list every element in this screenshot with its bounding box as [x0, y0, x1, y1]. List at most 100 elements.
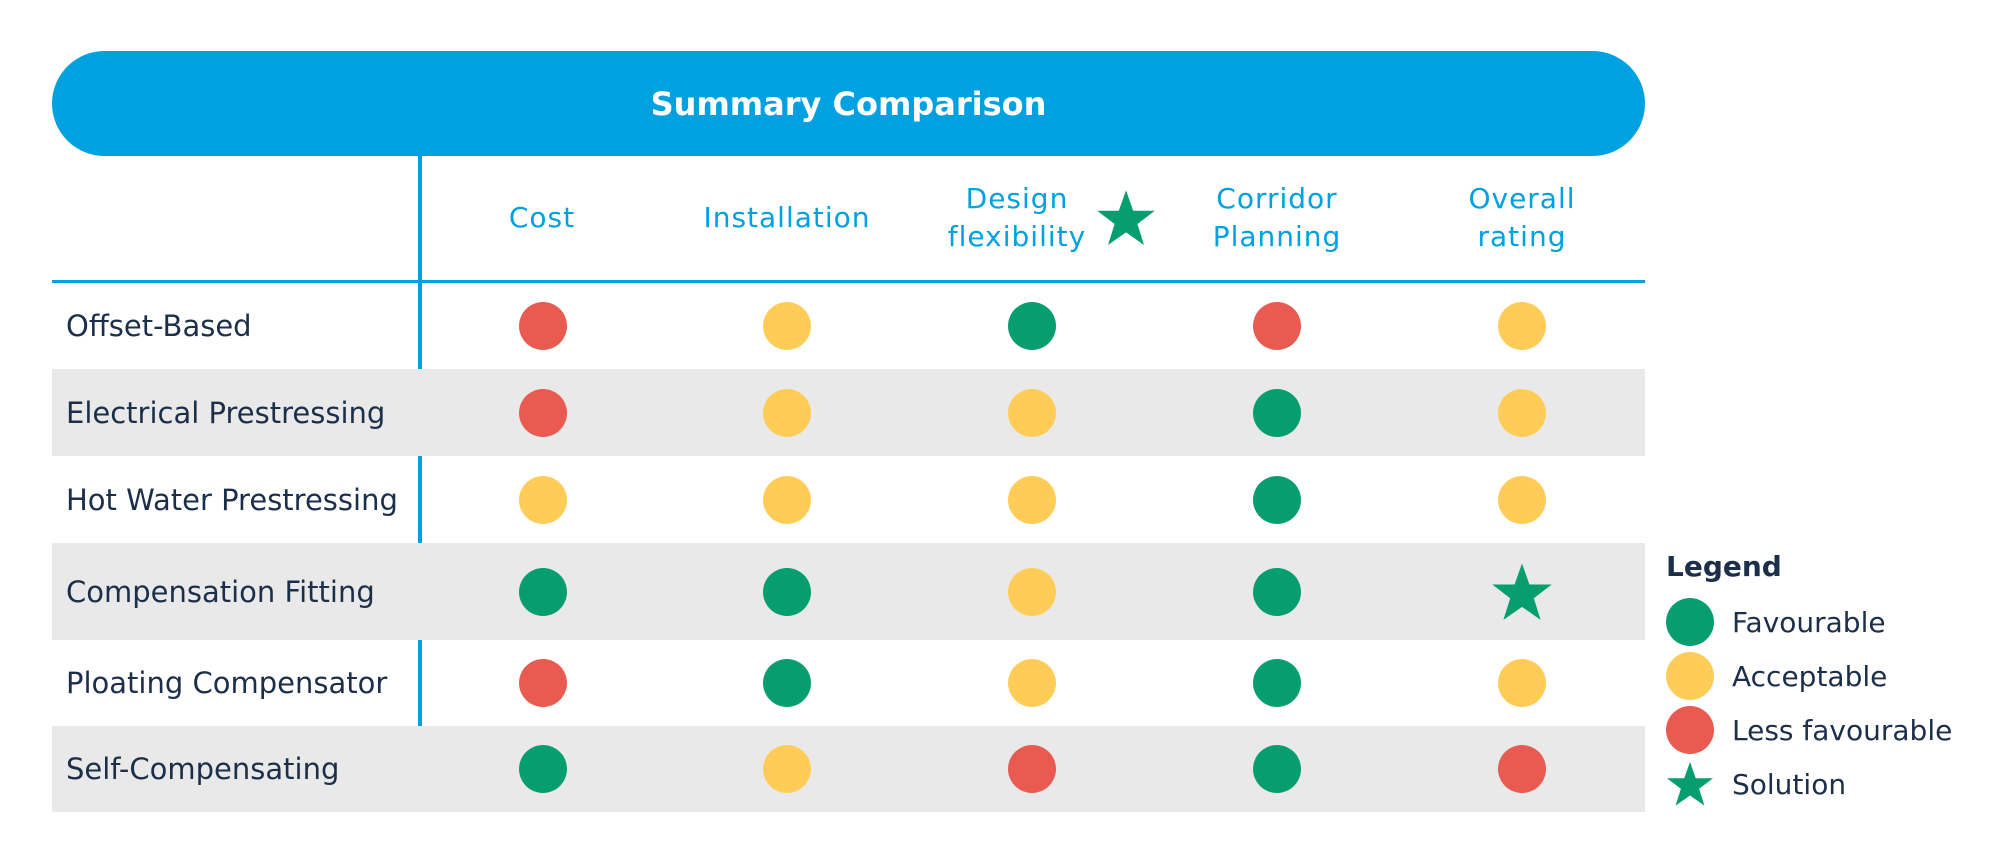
rating-cell [1412, 283, 1632, 369]
acceptable-dot-icon [1498, 475, 1546, 524]
favourable-dot-icon [1666, 598, 1714, 646]
rating-cell [1412, 369, 1632, 456]
rating-cell [433, 456, 653, 543]
rating-cell [433, 283, 653, 369]
row-label: Electrical Prestressing [66, 395, 386, 430]
row-label: Compensation Fitting [66, 574, 375, 609]
less-favourable-dot-icon [519, 302, 567, 350]
summary-banner: Summary Comparison [52, 51, 1645, 156]
less-favourable-dot-icon [1498, 745, 1546, 793]
rating-cell [433, 543, 653, 640]
legend-label: Acceptable [1732, 659, 1888, 693]
less-favourable-dot-icon [1008, 745, 1056, 793]
rating-cell [1412, 640, 1632, 726]
column-header-installation: Installation [677, 156, 897, 280]
page-title: Summary Comparison [650, 84, 1047, 123]
row-label: Self-Compensating [66, 752, 340, 786]
column-header-line: Design [965, 182, 1069, 215]
column-header-label: Overall rating [1468, 180, 1575, 256]
row-label: Ploating Compensator [66, 666, 388, 700]
column-header-line: Planning [1212, 220, 1342, 253]
favourable-dot-icon [763, 659, 811, 707]
column-header-label: Design flexibility [948, 180, 1086, 256]
column-header-line: flexibility [947, 220, 1087, 253]
solution-star-icon [1492, 562, 1552, 620]
rating-cell [1412, 456, 1632, 543]
legend-title: Legend [1666, 550, 1782, 583]
rating-cell [922, 283, 1142, 369]
legend-swatch [1666, 652, 1714, 700]
rating-cell [677, 369, 897, 456]
rating-cell [922, 726, 1142, 812]
star-icon [1666, 761, 1714, 806]
column-header-label: Corridor Planning [1213, 180, 1342, 256]
legend-label: Favourable [1732, 605, 1886, 639]
rating-cell [922, 640, 1142, 726]
legend-swatch [1666, 598, 1714, 646]
rating-cell [1167, 369, 1387, 456]
acceptable-dot-icon [763, 745, 811, 793]
row-label: Hot Water Prestressing [66, 482, 398, 517]
acceptable-dot-icon [519, 475, 567, 524]
acceptable-dot-icon [1498, 659, 1546, 707]
column-header-line: rating [1477, 220, 1567, 253]
rating-cell [433, 726, 653, 812]
table-row: Electrical Prestressing [52, 369, 1645, 456]
acceptable-dot-icon [763, 302, 811, 350]
header-divider [52, 280, 1645, 283]
legend-item-favourable: Favourable [1666, 595, 1952, 649]
favourable-dot-icon [1253, 745, 1301, 793]
legend-item-solution: Solution [1666, 757, 1952, 811]
acceptable-dot-icon [1008, 475, 1056, 524]
acceptable-dot-icon [1008, 388, 1056, 437]
rating-cell [677, 640, 897, 726]
legend-swatch [1666, 706, 1714, 754]
acceptable-dot-icon [1498, 302, 1546, 350]
rating-cell [1167, 726, 1387, 812]
table-row: Self-Compensating [52, 726, 1645, 812]
star-icon [1097, 190, 1155, 245]
favourable-dot-icon [519, 567, 567, 616]
legend: Legend Favourable Acceptable Less favour… [1666, 550, 1952, 811]
favourable-dot-icon [1253, 567, 1301, 616]
rating-cell [677, 543, 897, 640]
rating-cell [1167, 283, 1387, 369]
less-favourable-dot-icon [519, 388, 567, 437]
favourable-dot-icon [1253, 475, 1301, 524]
favourable-dot-icon [1253, 388, 1301, 437]
rating-cell [1167, 543, 1387, 640]
rating-cell [677, 726, 897, 812]
acceptable-dot-icon [1008, 567, 1056, 616]
column-divider [418, 156, 422, 812]
rating-cell [433, 369, 653, 456]
table-row: Offset-Based [52, 283, 1645, 369]
favourable-dot-icon [763, 567, 811, 616]
table-row: Compensation Fitting [52, 543, 1645, 640]
less-favourable-dot-icon [1666, 706, 1714, 754]
favourable-dot-icon [1253, 659, 1301, 707]
rating-cell [433, 640, 653, 726]
rating-cell [922, 369, 1142, 456]
rating-cell [1412, 726, 1632, 812]
column-header-line: Overall [1468, 182, 1576, 215]
row-label: Offset-Based [66, 309, 252, 343]
legend-swatch [1666, 760, 1714, 808]
favourable-dot-icon [1008, 302, 1056, 350]
acceptable-dot-icon [763, 388, 811, 437]
column-header-corridor-planning: Corridor Planning [1167, 156, 1387, 280]
column-header-cost: Cost [432, 156, 652, 280]
rating-cell [922, 543, 1142, 640]
rating-cell [1167, 456, 1387, 543]
legend-item-acceptable: Acceptable [1666, 649, 1952, 703]
acceptable-dot-icon [1008, 659, 1056, 707]
rating-cell [677, 456, 897, 543]
column-header-label: Cost [508, 201, 576, 234]
column-header-overall-rating: Overall rating [1412, 156, 1632, 280]
favourable-dot-icon [519, 745, 567, 793]
column-header-label: Installation [703, 201, 871, 234]
column-header-line: Corridor [1216, 182, 1338, 215]
rating-cell [922, 456, 1142, 543]
column-header-design-flexibility: Design flexibility [922, 156, 1182, 280]
table-row: Ploating Compensator [52, 640, 1645, 726]
table-row: Hot Water Prestressing [52, 456, 1645, 543]
